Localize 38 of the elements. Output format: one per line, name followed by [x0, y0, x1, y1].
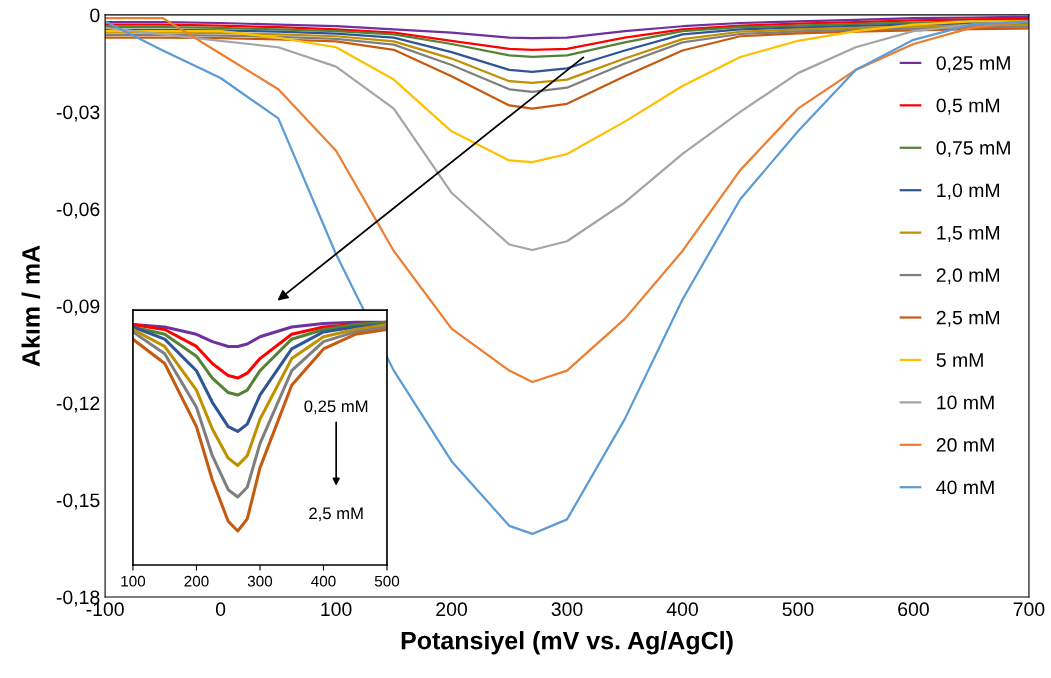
x-tick-label: 200 [184, 575, 209, 587]
line-series [105, 20, 1029, 536]
annotation: 2,5 mM [309, 507, 363, 522]
y-axis-title: Akım / mA [21, 245, 41, 367]
x-tick-label: 400 [666, 602, 698, 617]
legend-label: 1,5 mM [937, 226, 1000, 242]
x-tick-label: 600 [898, 602, 929, 617]
line-series [105, 23, 1029, 84]
x-tick-label: 0 [215, 602, 226, 617]
y-tick-label: -0,03 [56, 105, 100, 122]
legend-label: 40 mM [936, 480, 994, 495]
x-tick-label: 700 [1013, 602, 1045, 617]
legend-label: 5 mM [936, 353, 983, 367]
x-tick-label: 200 [436, 602, 467, 617]
legend-label: 0,75 mM [936, 141, 1010, 158]
legend-label: 2,0 mM [936, 268, 1000, 285]
x-tick-label: 500 [374, 575, 400, 587]
annotation: 0,25 mM [304, 400, 368, 415]
x-tick-label: 300 [247, 575, 273, 587]
y-tick-label: -0,06 [56, 202, 100, 219]
legend-label: 1,0 mM [937, 183, 1000, 200]
y-tick-label: -0,09 [56, 299, 100, 316]
x-tick-label: 500 [782, 602, 814, 617]
y-tick-label: 0 [90, 8, 100, 23]
x-tick-label: 400 [311, 575, 336, 587]
line-series [105, 21, 1029, 73]
legend-label: 10 mM [937, 395, 994, 410]
x-tick-label: 300 [551, 602, 583, 617]
legend-label: 0,25 mM [936, 56, 1010, 73]
x-tick-label: 100 [121, 575, 146, 587]
y-tick-label: -0,12 [56, 396, 100, 413]
y-tick-label: -0,15 [56, 493, 100, 510]
x-axis-title: Potansiyel (mV vs. Ag/AgCl) [401, 631, 733, 655]
legend-label: 2,5 mM [936, 310, 1000, 327]
legend-label: 20 mM [936, 438, 994, 452]
x-tick-label: 100 [321, 602, 352, 617]
line-series [105, 25, 1029, 93]
legend-label: 0,5 mM [936, 98, 1000, 115]
